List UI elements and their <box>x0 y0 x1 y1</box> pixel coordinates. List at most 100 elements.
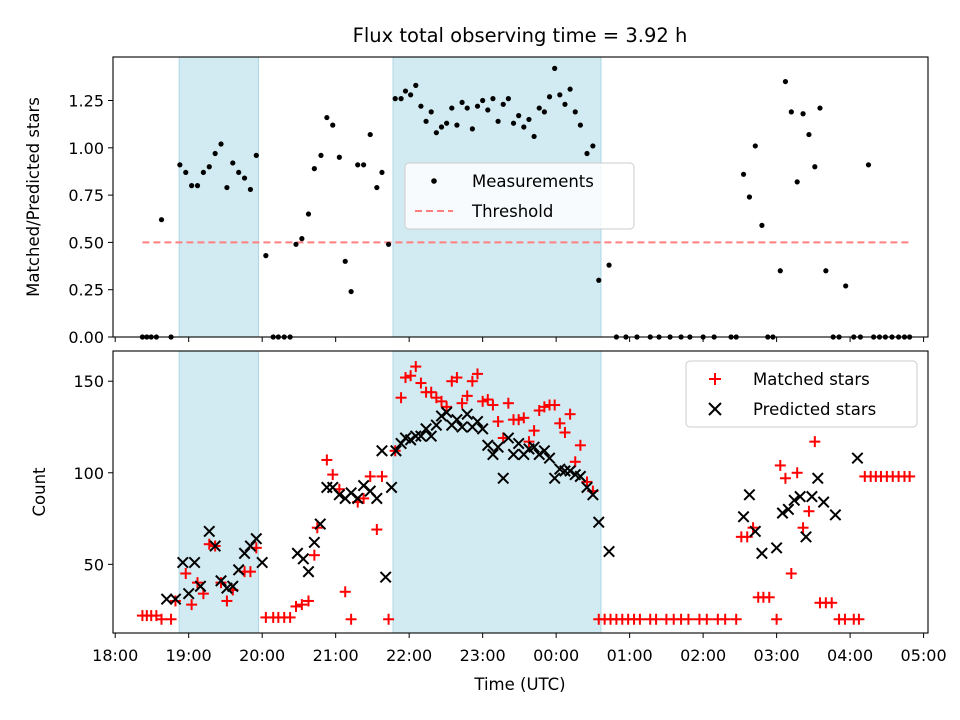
measurement-point <box>423 118 429 124</box>
bottom-x-tick-label: 18:00 <box>92 646 138 665</box>
bottom-x-tick-label: 05:00 <box>901 646 947 665</box>
matched-star-point <box>518 412 530 424</box>
matched-star-point <box>581 476 593 488</box>
measurement-point <box>392 96 398 102</box>
bottom-shaded-interval <box>178 350 260 634</box>
measurement-point <box>596 277 602 283</box>
matched-stars-points <box>136 361 916 625</box>
predicted-star-point <box>782 503 795 516</box>
top-legend: Measurements Threshold <box>404 162 635 230</box>
measurement-point <box>469 126 475 132</box>
matched-star-point <box>180 567 192 579</box>
matched-star-point <box>302 595 314 607</box>
measurement-point <box>480 97 486 104</box>
matched-star-point <box>701 613 713 625</box>
bottom-y-tick-label: 100 <box>73 464 104 483</box>
bottom-x-tick-label: 03:00 <box>754 646 800 665</box>
matched-star-point <box>487 399 499 411</box>
predicted-star-point <box>492 441 504 454</box>
predicted-star-point <box>415 430 427 443</box>
bottom-x-tick-label: 20:00 <box>239 646 285 665</box>
measurement-point <box>408 92 414 98</box>
measurement-point <box>438 124 445 130</box>
matched-star-point <box>244 566 256 578</box>
measurement-point <box>241 175 248 181</box>
predicted-star-point <box>461 408 474 421</box>
predicted-star-point <box>502 432 515 444</box>
predicted-star-point <box>404 433 417 446</box>
predicted-star-point <box>586 488 599 501</box>
measurement-point <box>510 120 517 126</box>
predicted-star-point <box>559 465 571 477</box>
predicted-star-point <box>794 490 807 503</box>
predicted-star-point <box>776 507 789 519</box>
predicted-star-point <box>215 574 227 587</box>
measurement-point <box>305 211 312 217</box>
predicted-star-point <box>451 413 463 426</box>
predicted-star-point <box>430 419 443 432</box>
measurement-point <box>230 160 236 166</box>
matched-star-point <box>513 414 525 426</box>
predicted-star-point <box>829 508 842 521</box>
predicted-star-point <box>308 536 321 549</box>
predicted-star-point <box>379 571 392 584</box>
matched-star-point <box>456 397 468 409</box>
predicted-star-point <box>533 448 546 461</box>
measurement-point <box>577 122 583 128</box>
matched-star-point <box>809 436 821 448</box>
predicted-star-point <box>182 587 195 600</box>
predicted-star-point <box>471 415 484 428</box>
predicted-star-point <box>385 481 398 494</box>
measurement-point <box>759 222 765 228</box>
top-x-ticks <box>114 337 925 342</box>
bottom-x-tick-label: 04:00 <box>827 646 873 665</box>
predicted-star-point <box>817 496 830 508</box>
legend-matched-marker <box>709 373 721 385</box>
matched-star-point <box>538 401 550 413</box>
predicted-star-point <box>788 494 801 507</box>
predicted-star-point <box>409 430 422 443</box>
measurement-point <box>200 169 206 176</box>
predicted-star-point <box>176 556 189 569</box>
predicted-star-point <box>487 448 499 461</box>
matched-star-point <box>574 439 586 451</box>
matched-star-point <box>482 394 494 406</box>
measurement-point <box>342 258 348 264</box>
matched-star-point <box>296 599 308 611</box>
top-y-tick-label: 1.00 <box>68 139 104 158</box>
measurement-point <box>606 262 612 268</box>
measurement-point <box>485 107 491 113</box>
matched-star-point <box>785 567 797 579</box>
matched-star-point <box>364 470 376 482</box>
measurement-point <box>516 113 522 119</box>
predicted-star-point <box>194 580 207 593</box>
top-y-tick-label: 0.25 <box>68 281 104 300</box>
matched-star-point <box>650 613 662 625</box>
measurement-point <box>336 154 342 160</box>
predicted-star-point <box>376 444 388 457</box>
bottom-y-tick-label: 150 <box>73 372 104 391</box>
measurement-point <box>531 133 537 140</box>
matched-star-point <box>415 377 427 389</box>
measurement-point <box>562 101 568 107</box>
matched-star-point <box>472 368 484 380</box>
legend-measurement-marker <box>431 178 437 184</box>
matched-star-point <box>425 386 437 398</box>
matched-star-point <box>383 613 395 625</box>
matched-star-point <box>477 395 489 407</box>
measurement-point <box>247 186 254 193</box>
matched-star-point <box>523 436 535 448</box>
measurement-point <box>398 96 404 102</box>
measurement-point <box>379 169 385 176</box>
measurement-point <box>590 143 596 149</box>
matched-star-point <box>569 456 581 468</box>
measurement-point <box>526 116 532 123</box>
predicted-star-point <box>749 525 762 538</box>
matched-star-point <box>405 370 417 382</box>
predicted-star-point <box>244 540 257 552</box>
measurement-point <box>500 101 506 107</box>
matched-star-point <box>461 390 473 402</box>
measurement-point <box>584 150 590 157</box>
measurement-point <box>812 164 818 170</box>
matched-star-point <box>502 397 514 409</box>
